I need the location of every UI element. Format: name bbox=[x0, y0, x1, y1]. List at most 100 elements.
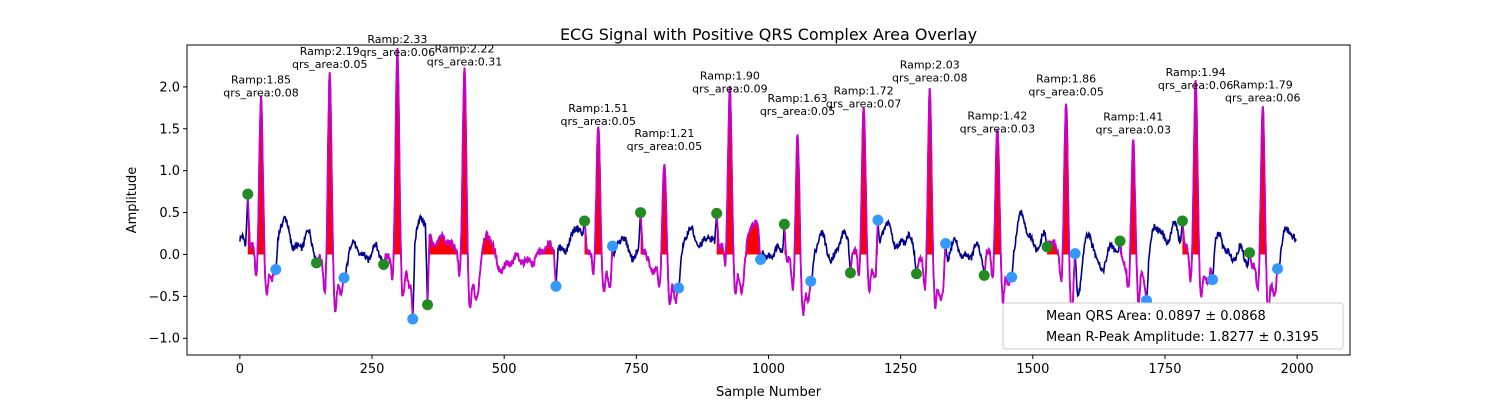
qrs-area-label-9: qrs_area:0.07 bbox=[826, 97, 901, 110]
qrs-offset-marker-11 bbox=[1006, 271, 1018, 283]
qrs-onset-marker-14 bbox=[1176, 215, 1188, 227]
qrs-area-fill-1 bbox=[247, 95, 276, 255]
qrs-area-label-1: qrs_area:0.08 bbox=[223, 86, 298, 99]
qrs-onset-marker-9 bbox=[844, 267, 856, 279]
qrs-area-label-15: qrs_area:0.06 bbox=[1225, 91, 1300, 104]
qrs-segment-line-14 bbox=[1181, 80, 1214, 298]
x-tick-label: 750 bbox=[624, 362, 649, 377]
qrs-onset-marker-7 bbox=[711, 207, 723, 219]
annotation-layer: Ramp:1.85qrs_area:0.08Ramp:2.19qrs_area:… bbox=[223, 33, 1300, 153]
qrs-onset-marker-12 bbox=[1041, 241, 1053, 253]
y-tick-label: −1.0 bbox=[148, 332, 180, 347]
qrs-area-label-12: qrs_area:0.05 bbox=[1028, 86, 1103, 99]
qrs-offset-marker-6 bbox=[673, 282, 685, 294]
qrs-segment-line-15 bbox=[1248, 106, 1279, 312]
qrs-area-fills bbox=[247, 48, 1278, 255]
qrs-area-fill-11 bbox=[984, 129, 1012, 255]
qrs-onset-marker-15 bbox=[1244, 247, 1256, 259]
y-tick-label: 1.5 bbox=[159, 122, 180, 137]
qrs-segment-line-6 bbox=[639, 164, 680, 306]
qrs-offset-marker-14 bbox=[1207, 274, 1219, 286]
chart-title: ECG Signal with Positive QRS Complex Are… bbox=[560, 25, 977, 44]
qrs-area-label-4: qrs_area:0.31 bbox=[427, 55, 502, 68]
legend-entry-mean-r-peak-amplitude: Mean R-Peak Amplitude: 1.8277 ± 0.3195 bbox=[1046, 330, 1319, 345]
qrs-offset-marker-8 bbox=[805, 275, 817, 287]
x-tick-label: 1500 bbox=[1016, 362, 1049, 377]
qrs-onset-marker-6 bbox=[635, 207, 647, 219]
qrs-area-label-13: qrs_area:0.03 bbox=[1096, 123, 1171, 136]
qrs-area-fill-5 bbox=[584, 126, 613, 255]
y-tick-label: 0.0 bbox=[159, 248, 180, 263]
qrs-segment-line-8 bbox=[783, 134, 812, 316]
ramp-label-5: Ramp:1.51 bbox=[568, 102, 628, 115]
qrs-segment-line-7 bbox=[715, 86, 762, 297]
qrs-onset-marker-10 bbox=[911, 268, 923, 280]
ramp-label-13: Ramp:1.41 bbox=[1103, 110, 1163, 123]
qrs-area-label-3: qrs_area:0.06 bbox=[360, 46, 435, 59]
qrs-area-label-8: qrs_area:0.05 bbox=[760, 105, 835, 118]
y-axis-ticks: −1.0 −0.5 0.0 0.5 1.0 1.5 2.0 bbox=[148, 80, 187, 347]
x-tick-label: 1000 bbox=[752, 362, 785, 377]
ramp-label-14: Ramp:1.94 bbox=[1166, 66, 1226, 79]
qrs-onset-marker-5 bbox=[579, 215, 591, 227]
qrs-segment-line-4 bbox=[426, 67, 557, 309]
x-tick-label: 0 bbox=[236, 362, 244, 377]
qrs-onset-marker-11 bbox=[978, 269, 990, 281]
ramp-label-9: Ramp:1.72 bbox=[834, 84, 894, 97]
ramp-label-3: Ramp:2.33 bbox=[367, 33, 427, 46]
legend-entry-mean-qrs-area: Mean QRS Area: 0.0897 ± 0.0868 bbox=[1046, 309, 1266, 324]
qrs-segment-line-13 bbox=[1119, 139, 1148, 304]
qrs-area-label-11: qrs_area:0.03 bbox=[960, 122, 1035, 135]
qrs-onset-marker-3 bbox=[378, 259, 390, 271]
qrs-area-label-14: qrs_area:0.06 bbox=[1158, 79, 1233, 92]
ramp-label-6: Ramp:1.21 bbox=[634, 127, 694, 140]
qrs-onset-marker-1 bbox=[242, 188, 254, 200]
qrs-onset-marker-4 bbox=[422, 299, 434, 311]
qrs-area-fill-3 bbox=[383, 48, 413, 255]
qrs-offset-marker-4 bbox=[550, 280, 562, 292]
qrs-area-label-10: qrs_area:0.08 bbox=[892, 71, 967, 84]
qrs-onset-marker-2 bbox=[311, 257, 323, 269]
legend: Mean QRS Area: 0.0897 ± 0.0868 Mean R-Pe… bbox=[1002, 302, 1344, 350]
ramp-label-10: Ramp:2.03 bbox=[900, 58, 960, 71]
ramp-label-15: Ramp:1.79 bbox=[1233, 78, 1293, 91]
y-tick-label: 2.0 bbox=[159, 80, 180, 95]
y-tick-label: 1.0 bbox=[159, 164, 180, 179]
qrs-area-fill-8 bbox=[784, 134, 811, 255]
x-axis-ticks: 0 250 500 750 1000 1250 1500 1750 2000 bbox=[236, 355, 1314, 377]
legend-box bbox=[1002, 302, 1344, 350]
qrs-area-label-5: qrs_area:0.05 bbox=[561, 115, 636, 128]
qrs-offset-marker-12 bbox=[1069, 248, 1081, 260]
ramp-label-4: Ramp:2.22 bbox=[435, 42, 495, 55]
qrs-area-fill-6 bbox=[640, 164, 679, 255]
x-tick-label: 1250 bbox=[884, 362, 917, 377]
qrs-area-fill-7 bbox=[716, 86, 761, 255]
qrs-area-label-6: qrs_area:0.05 bbox=[627, 140, 702, 153]
x-tick-label: 2000 bbox=[1281, 362, 1314, 377]
qrs-segment-line-5 bbox=[583, 126, 614, 293]
qrs-offset-marker-10 bbox=[940, 238, 952, 250]
ramp-label-1: Ramp:1.85 bbox=[231, 73, 291, 86]
qrs-segment-line-9 bbox=[849, 107, 879, 295]
qrs-area-fill-12 bbox=[1047, 103, 1076, 255]
marker-layer bbox=[242, 188, 1284, 325]
qrs-area-fill-9 bbox=[850, 107, 878, 255]
qrs-offset-marker-15 bbox=[1272, 263, 1284, 275]
qrs-offset-marker-1 bbox=[270, 264, 282, 276]
qrs-area-label-2: qrs_area:0.05 bbox=[292, 58, 367, 71]
y-tick-label: 0.5 bbox=[159, 206, 180, 221]
qrs-segment-line-1 bbox=[246, 95, 277, 296]
ramp-label-11: Ramp:1.42 bbox=[967, 109, 1027, 122]
qrs-segment-line-3 bbox=[382, 48, 414, 320]
x-tick-label: 500 bbox=[492, 362, 517, 377]
qrs-segment-line-10 bbox=[915, 88, 947, 309]
qrs-area-fill-15 bbox=[1249, 106, 1278, 255]
x-axis-label: Sample Number bbox=[716, 385, 822, 400]
qrs-area-label-7: qrs_area:0.09 bbox=[692, 82, 767, 95]
ramp-label-12: Ramp:1.86 bbox=[1036, 73, 1096, 86]
qrs-segment-line-11 bbox=[983, 128, 1013, 306]
qrs-offset-marker-5 bbox=[607, 240, 619, 252]
qrs-segment-line-12 bbox=[1046, 103, 1076, 315]
x-tick-label: 1750 bbox=[1148, 362, 1181, 377]
